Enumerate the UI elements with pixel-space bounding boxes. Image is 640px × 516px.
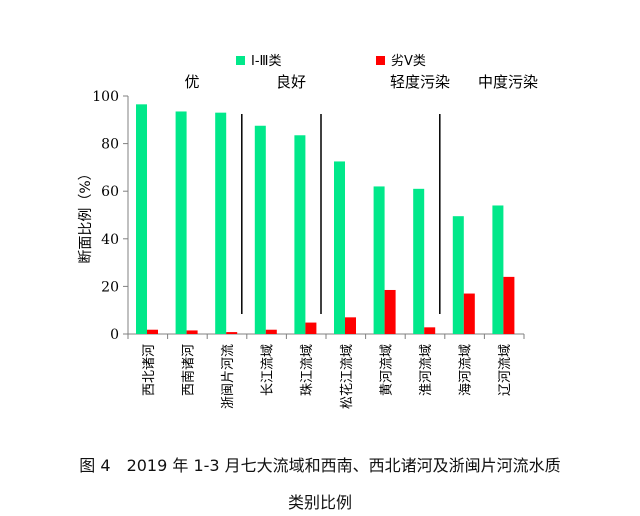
- y-tick-label: 80: [101, 137, 119, 153]
- bar-class-worse-v: [186, 330, 198, 334]
- bar-class-worse-v: [424, 327, 436, 334]
- bar-class-i-iii: [373, 186, 385, 334]
- y-tick-label: 60: [101, 184, 119, 200]
- x-tick-label: 黄河流域: [379, 344, 394, 396]
- x-tick-label: 长江流域: [261, 344, 276, 396]
- bar-class-worse-v: [503, 276, 515, 334]
- legend-swatch: [376, 56, 385, 65]
- x-tick-label: 松花江流域: [339, 344, 355, 409]
- x-tick-labels: 西北诸河 西南诸河 浙闽片河流 长江流域 珠江流域 松花江流域 黄河流域 淮河流域 海河流域 辽河…: [142, 344, 513, 409]
- group-label: 中度污染: [478, 73, 538, 91]
- group-label: 优: [184, 73, 199, 91]
- bar-class-worse-v: [345, 317, 356, 334]
- bar-class-worse-v: [463, 293, 475, 334]
- bar-class-i-iii: [136, 104, 147, 334]
- legend-label: 劣Ⅴ类: [391, 54, 426, 69]
- x-tick-label: 珠江流域: [300, 344, 315, 396]
- bar-class-worse-v: [384, 289, 396, 334]
- bar-class-i-iii: [175, 111, 187, 334]
- y-tick-label: 20: [101, 279, 119, 295]
- bar-class-i-iii: [254, 125, 266, 334]
- bar-class-worse-v: [147, 329, 158, 334]
- group-label: 良好: [276, 73, 306, 91]
- x-tick-label: 西北诸河: [142, 344, 157, 396]
- bar-class-i-iii: [492, 205, 504, 334]
- bar-class-i-iii: [215, 112, 227, 334]
- legend-label: Ⅰ-Ⅲ类: [251, 54, 282, 69]
- bar-class-i-iii: [294, 135, 306, 334]
- figure-caption-line2: 类别比例: [287, 493, 352, 512]
- x-tick-label: 海河流域: [459, 344, 474, 396]
- x-tick-label: 西南诸河: [180, 344, 196, 396]
- group-label: 轻度污染: [390, 73, 450, 91]
- x-tick-label: 淮河流域: [419, 344, 434, 396]
- x-tick-label: 浙闽片河流: [221, 344, 236, 409]
- group-dividers: [241, 114, 441, 314]
- bar-class-worse-v: [265, 329, 277, 334]
- y-axis-label: 断面比例（%）: [78, 166, 94, 263]
- y-tick-label: 100: [92, 89, 119, 105]
- bar-class-i-iii: [334, 161, 345, 334]
- quality-groups: 优 良好 轻度污染 中度污染: [184, 73, 538, 91]
- y-tick-label: 40: [101, 232, 119, 248]
- figure-caption-line1: 图 4 2019 年 1-3 月七大流域和西南、西北诸河及浙闽片河流水质: [79, 456, 561, 475]
- x-tick-label: 辽河流域: [498, 344, 513, 396]
- bar-class-worse-v: [226, 332, 238, 334]
- y-tick-label: 0: [110, 327, 119, 343]
- legend: Ⅰ-Ⅲ类 劣Ⅴ类: [236, 54, 426, 69]
- y-axis: 0 20 40 60 80 100: [92, 89, 525, 343]
- bars: [136, 104, 515, 334]
- bar-class-i-iii: [452, 216, 464, 334]
- bar-chart: Ⅰ-Ⅲ类 劣Ⅴ类 优 良好 轻度污染 中度污染 断面比例（%） 0 20 40 60 80 100…: [78, 54, 538, 409]
- bar-class-worse-v: [305, 322, 317, 334]
- bar-class-i-iii: [413, 188, 425, 334]
- legend-swatch: [236, 56, 245, 65]
